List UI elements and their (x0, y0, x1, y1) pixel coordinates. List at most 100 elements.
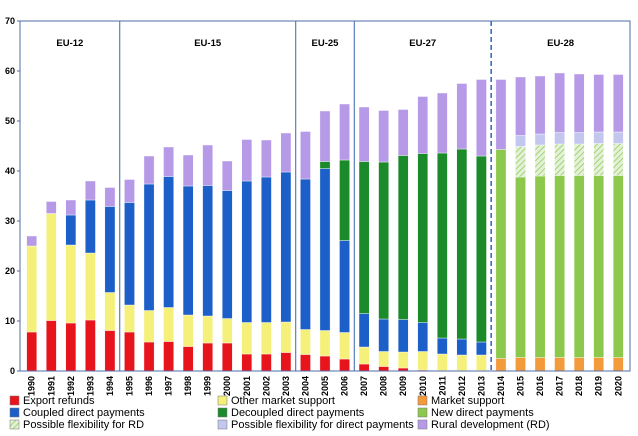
x-tick-label: 2009 (398, 376, 408, 396)
bar-segment (534, 175, 546, 358)
bar-segment (358, 346, 370, 365)
legend-label: New direct payments (431, 407, 534, 419)
bar-segment (163, 307, 174, 342)
bar-segment (202, 185, 213, 317)
x-tick-label: 2004 (300, 376, 310, 396)
legend-swatch (417, 419, 428, 430)
x-tick-label: 2011 (437, 376, 447, 396)
bar-segment (515, 135, 526, 147)
y-tick-label: 40 (5, 166, 15, 176)
bar-segment (300, 131, 311, 180)
x-tick-label: 1990 (27, 376, 37, 396)
bar-segment (339, 159, 350, 241)
bar-segment (85, 252, 96, 321)
bar-segment (534, 133, 546, 146)
bar-segment (241, 139, 253, 182)
bar-segment (261, 353, 272, 372)
bar-segment (397, 351, 409, 369)
bar-segment (261, 176, 272, 323)
x-tick-label: 2017 (555, 376, 565, 396)
legend-label: Export refunds (23, 395, 95, 407)
bar-segment (319, 110, 331, 162)
bar-segment (45, 213, 57, 321)
bar-segment (319, 355, 331, 372)
bar-segment (280, 352, 292, 372)
bar-segment (456, 148, 468, 340)
bar-segment (163, 341, 174, 372)
bar-segment (319, 330, 331, 357)
bar-segment (45, 201, 57, 214)
bar-segment (417, 96, 429, 154)
y-tick-label: 0 (10, 366, 15, 376)
bar-segment (573, 73, 585, 133)
bar-segment (417, 351, 429, 371)
y-tick-label: 60 (5, 66, 15, 76)
x-tick-label: 1999 (203, 376, 213, 396)
bar-segment (358, 313, 370, 348)
legend-swatch (217, 407, 228, 418)
bar-segment (573, 357, 585, 372)
bar-segment (358, 363, 370, 372)
bar-segment (612, 143, 624, 176)
bar-segment (143, 341, 155, 372)
x-tick-label: 2008 (379, 376, 389, 396)
legend-label: Possible flexibility for RD (23, 419, 144, 431)
period-label-eu-28: EU-28 (547, 38, 574, 49)
x-tick-label: 2005 (320, 376, 330, 396)
bar-segment (182, 154, 194, 187)
bar-segment (241, 353, 253, 372)
bar-segment (456, 338, 468, 356)
bar-segment (554, 132, 565, 145)
legend-swatch (9, 419, 20, 430)
x-tick-label: 1998 (183, 376, 193, 396)
x-tick-label: 2012 (457, 376, 467, 396)
period-label-eu-12: EU-12 (56, 38, 83, 49)
bar-segment (593, 143, 605, 176)
bar-segment (437, 353, 448, 371)
x-tick-label: 2000 (222, 376, 232, 396)
bar-segment (300, 354, 311, 372)
legend-label: Market support (431, 395, 504, 407)
legend-label: Rural development (RD) (431, 419, 550, 431)
bar-segment (534, 357, 546, 372)
bar-segment (104, 187, 116, 207)
bar-segment (300, 178, 311, 330)
legend-swatch (217, 395, 228, 406)
period-label-eu-15: EU-15 (194, 38, 222, 49)
x-tick-label: 1991 (46, 376, 56, 396)
bar-segment (515, 357, 526, 372)
bar-segment (378, 110, 389, 163)
bar-segment (241, 322, 253, 355)
legend-label: Possible flexibility for direct payments (231, 419, 414, 431)
x-tick-label: 2019 (594, 376, 604, 396)
x-tick-label: 2001 (242, 376, 252, 396)
bar-segment (26, 331, 38, 372)
bar-segment (573, 175, 585, 358)
bar-segment (124, 179, 135, 203)
bar-segment (495, 79, 507, 150)
x-tick-label: 2013 (476, 376, 486, 396)
bar-segment (65, 214, 77, 246)
bar-segment (124, 331, 135, 372)
bar-segment (143, 183, 155, 311)
legend-swatch (417, 407, 428, 418)
bar-segment (182, 185, 194, 316)
bar-segment (163, 176, 174, 308)
legend-swatch (417, 395, 428, 406)
bar-segment (378, 161, 389, 320)
bar-segment (515, 76, 526, 136)
bar-segment (495, 149, 507, 359)
x-tick-label: 2016 (535, 376, 545, 396)
bar-segment (280, 171, 292, 323)
x-tick-label: 2014 (496, 376, 506, 396)
bar-segment (534, 75, 546, 135)
bar-segment (261, 139, 272, 178)
bar-segment (358, 106, 370, 162)
bar-segment (241, 180, 253, 323)
bar-segment (437, 92, 448, 154)
bar-segment (456, 83, 468, 150)
bar-segment (456, 354, 468, 371)
bar-segment (280, 132, 292, 173)
bar-segment (104, 330, 116, 372)
